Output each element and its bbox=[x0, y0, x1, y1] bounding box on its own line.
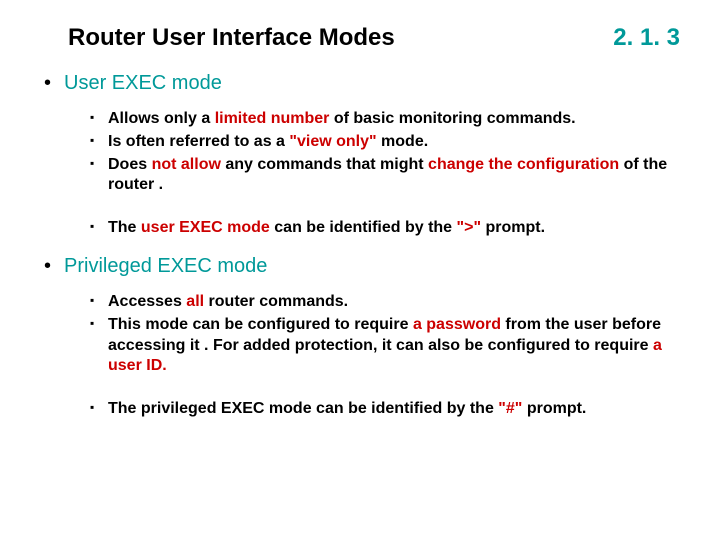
text-run: can be identified by the bbox=[270, 219, 457, 236]
text-run: router commands. bbox=[204, 293, 348, 310]
bullet-group: Allows only a limited number of basic mo… bbox=[64, 109, 680, 196]
text-run: any commands that might bbox=[221, 156, 428, 173]
text-run: "#" bbox=[498, 400, 522, 417]
text-run: a password bbox=[413, 316, 501, 333]
bullet-item: Accesses all router commands. bbox=[88, 292, 680, 313]
content-list: User EXEC mode Allows only a limited numb… bbox=[40, 72, 680, 420]
bullet-item: The privileged EXEC mode can be identifi… bbox=[88, 399, 680, 420]
bullet-group: The user EXEC mode can be identified by … bbox=[64, 218, 680, 239]
slide-header: Router User Interface Modes 2. 1. 3 bbox=[40, 24, 680, 52]
slide-title: Router User Interface Modes bbox=[68, 24, 395, 52]
bullet-item: This mode can be configured to require a… bbox=[88, 315, 680, 377]
section-number: 2. 1. 3 bbox=[613, 24, 680, 52]
section-item: Privileged EXEC mode Accesses all router … bbox=[40, 255, 680, 420]
text-run: change the configuration bbox=[428, 156, 619, 173]
text-run: mode. bbox=[377, 133, 429, 150]
text-run: of basic monitoring commands. bbox=[329, 110, 575, 127]
text-run: Is often referred to as a bbox=[108, 133, 289, 150]
text-run: all bbox=[186, 293, 204, 310]
text-run: Does bbox=[108, 156, 152, 173]
text-run: Allows only a bbox=[108, 110, 215, 127]
section-item: User EXEC mode Allows only a limited numb… bbox=[40, 72, 680, 239]
bullet-item: The user EXEC mode can be identified by … bbox=[88, 218, 680, 239]
bullet-group: The privileged EXEC mode can be identifi… bbox=[64, 399, 680, 420]
section-heading: Privileged EXEC mode bbox=[64, 255, 267, 277]
bullet-item: Is often referred to as a "view only" mo… bbox=[88, 132, 680, 153]
text-run: limited number bbox=[215, 110, 330, 127]
text-run: not allow bbox=[152, 156, 221, 173]
text-run: The privileged EXEC mode can be identifi… bbox=[108, 400, 498, 417]
section-heading: User EXEC mode bbox=[64, 72, 222, 94]
text-run: prompt. bbox=[481, 219, 545, 236]
slide: Router User Interface Modes 2. 1. 3 User… bbox=[0, 0, 720, 540]
text-run: Accesses bbox=[108, 293, 186, 310]
text-run: user EXEC mode bbox=[141, 219, 270, 236]
bullet-group: Accesses all router commands.This mode c… bbox=[64, 292, 680, 377]
text-run: ">" bbox=[457, 219, 482, 236]
text-run: This mode can be configured to require bbox=[108, 316, 413, 333]
bullet-item: Does not allow any commands that might c… bbox=[88, 155, 680, 197]
text-run: "view only" bbox=[289, 133, 376, 150]
text-run: prompt. bbox=[522, 400, 586, 417]
text-run: The bbox=[108, 219, 141, 236]
bullet-item: Allows only a limited number of basic mo… bbox=[88, 109, 680, 130]
